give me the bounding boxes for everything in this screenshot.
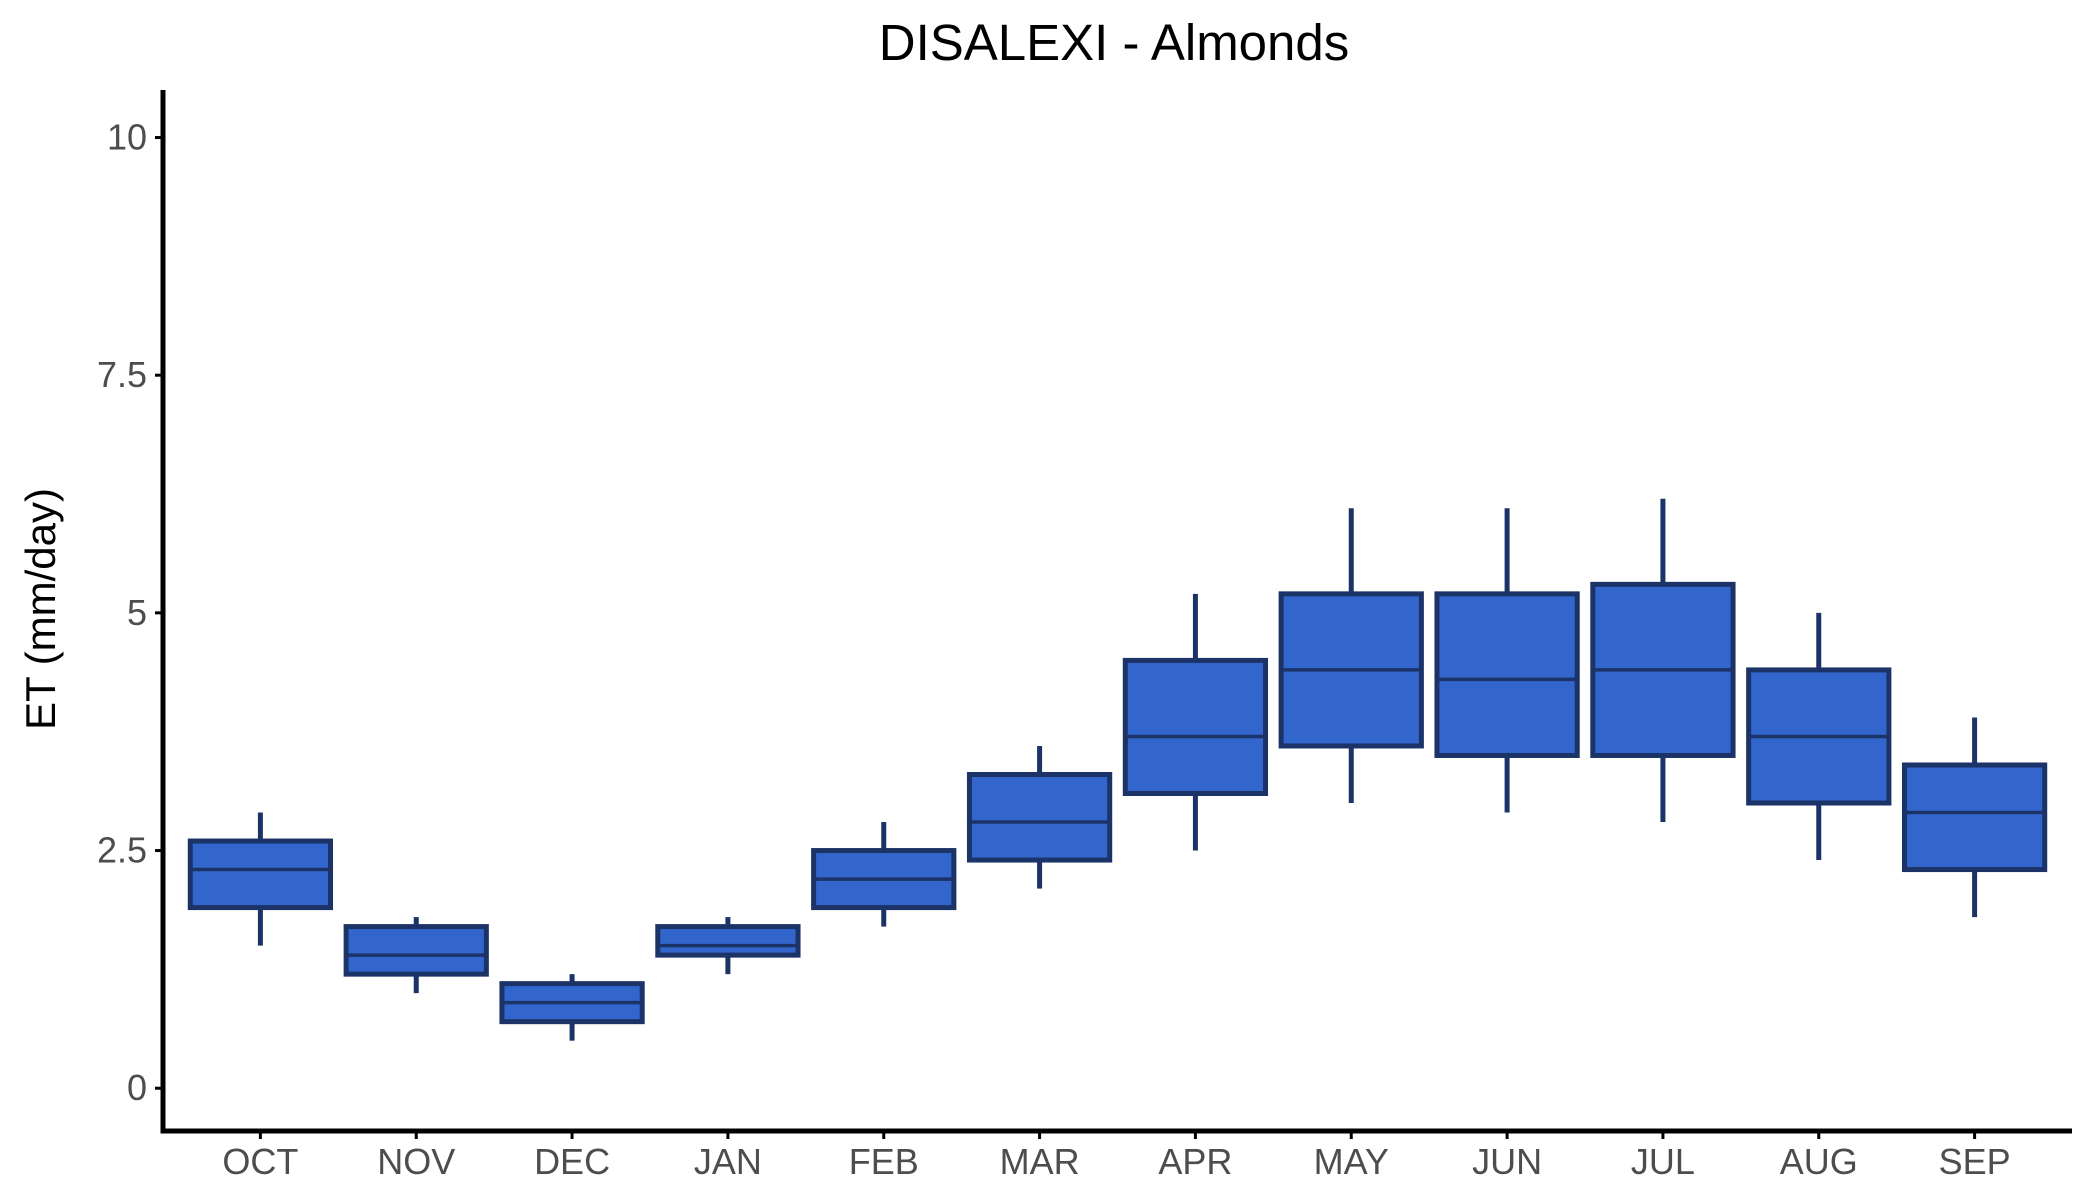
box-sep [1901, 717, 2048, 918]
box-dec [499, 974, 645, 1041]
box-jan [655, 917, 801, 975]
x-tick-label-nov: NOV [377, 1141, 455, 1182]
box-feb [811, 822, 957, 927]
x-tick-label-jan: JAN [694, 1141, 762, 1182]
box-mar [966, 745, 1113, 889]
y-tick-label: 10 [107, 117, 147, 158]
iqr-box [343, 924, 489, 977]
y-axis-title: ET (mm/day) [17, 488, 64, 730]
iqr-box [1122, 657, 1269, 797]
x-tick-label-oct: OCT [222, 1141, 298, 1182]
x-axis-ticks: OCT NOV DEC JAN FEB MAR APR MAY JUN JUL AUG SEP [222, 1131, 2011, 1182]
chart-title: DISALEXI - Almonds [879, 14, 1350, 71]
box-may [1278, 508, 1424, 804]
x-tick-label-jun: JUN [1472, 1141, 1542, 1182]
box-series [187, 498, 2048, 1041]
box-jun [1434, 508, 1580, 813]
y-tick-label: 0 [127, 1067, 147, 1108]
x-tick-label-may: MAY [1314, 1141, 1389, 1182]
y-axis-ticks: 0 2.5 5 7.5 10 [97, 117, 163, 1108]
box-oct [187, 812, 334, 946]
iqr-box [1901, 762, 2048, 873]
box-nov [343, 917, 489, 994]
iqr-box [187, 838, 334, 911]
x-tick-label-dec: DEC [534, 1141, 610, 1182]
box-aug [1746, 612, 1892, 861]
y-tick-label: 2.5 [97, 830, 147, 871]
iqr-box [655, 924, 801, 958]
box-apr [1122, 593, 1269, 851]
x-tick-label-jul: JUL [1631, 1141, 1695, 1182]
y-tick-label: 7.5 [97, 354, 147, 395]
y-tick-label: 5 [127, 592, 147, 633]
box-jul [1590, 498, 1736, 823]
iqr-box [966, 771, 1113, 863]
x-tick-label-mar: MAR [1000, 1141, 1080, 1182]
x-tick-label-feb: FEB [849, 1141, 919, 1182]
x-tick-label-sep: SEP [1939, 1141, 2011, 1182]
x-tick-label-apr: APR [1158, 1141, 1232, 1182]
x-tick-label-aug: AUG [1780, 1141, 1858, 1182]
iqr-box [1434, 591, 1580, 758]
